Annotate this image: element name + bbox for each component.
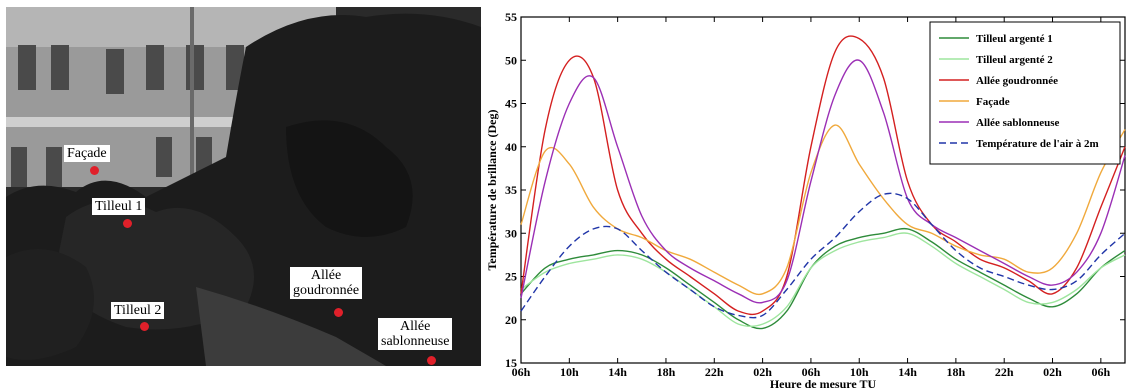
series-line-0 [520, 227, 1126, 330]
allee-goudronnee-marker [334, 308, 343, 317]
facade-marker [90, 166, 99, 175]
tilleul1-marker [123, 219, 132, 228]
x-tick-label: 06h [512, 365, 531, 379]
y-tick-label: 25 [505, 270, 517, 284]
legend-box [929, 21, 1121, 165]
y-tick-label: 30 [505, 226, 517, 240]
site-photo-drawing [6, 7, 481, 366]
series-lines [520, 35, 1126, 330]
x-tick-label: 18h [947, 365, 966, 379]
series-line-2 [520, 35, 1126, 316]
axis-ticks: 15 20 25 30 35 40 45 50 55 06h 10h 14h 18h 22h 02h 06h 1… [505, 10, 1125, 379]
x-tick-label: 10h [850, 365, 869, 379]
x-tick-label: 06h [1091, 365, 1110, 379]
site-photo: Façade Tilleul 1 Tilleul 2 Allée goudron… [6, 7, 481, 366]
y-tick-label: 35 [505, 183, 517, 197]
chart-canvas: 15 20 25 30 35 40 45 50 55 06h 10h 14h 18h 22h 02h 06h 1… [485, 10, 1126, 391]
allee-sablonneuse-marker [427, 356, 436, 365]
series-line-4 [520, 59, 1126, 304]
y-tick-label: 45 [505, 97, 517, 111]
legend-label: Température de l'air à 2m [976, 138, 1099, 150]
x-tick-label: 02h [1043, 365, 1062, 379]
legend-label: Façade [976, 96, 1010, 108]
y-tick-label: 40 [505, 140, 517, 154]
legend-label: Tilleul argenté 1 [976, 33, 1053, 45]
tilleul1-label: Tilleul 1 [92, 198, 146, 215]
series-line-5 [520, 192, 1126, 319]
facade-label: Façade [64, 145, 110, 162]
x-tick-label: 18h [657, 365, 676, 379]
legend-label: Tilleul argenté 2 [976, 54, 1053, 66]
legend-label: Allée goudronnée [976, 75, 1058, 87]
y-tick-label: 15 [505, 356, 517, 370]
y-axis-title: Température de brillance (Deg) [485, 110, 499, 271]
allee-goudronnee-label: Allée goudronnée [290, 267, 363, 299]
allee-sablonneuse-label: Allée sablonneuse [378, 318, 453, 350]
x-tick-label: 06h [802, 365, 821, 379]
series-line-1 [520, 232, 1126, 327]
tilleul2-marker [140, 322, 149, 331]
y-tick-label: 20 [505, 313, 517, 327]
legend: Tilleul argenté 1 Tilleul argenté 2 Allée … [929, 21, 1121, 165]
legend-label: Allée sablonneuse [976, 117, 1060, 129]
x-tick-label: 22h [995, 365, 1014, 379]
y-tick-label: 50 [505, 53, 517, 67]
y-tick-label: 55 [505, 10, 517, 24]
tilleul2-label: Tilleul 2 [111, 302, 165, 319]
x-tick-label: 02h [753, 365, 772, 379]
x-tick-label: 14h [608, 365, 627, 379]
x-tick-label: 10h [560, 365, 579, 379]
temperature-chart: 15 20 25 30 35 40 45 50 55 06h 10h 14h 18h 22h 02h 06h 1… [484, 0, 1129, 392]
x-tick-label: 22h [705, 365, 724, 379]
x-axis-title: Heure de mesure TU [770, 377, 877, 391]
x-tick-label: 14h [898, 365, 917, 379]
